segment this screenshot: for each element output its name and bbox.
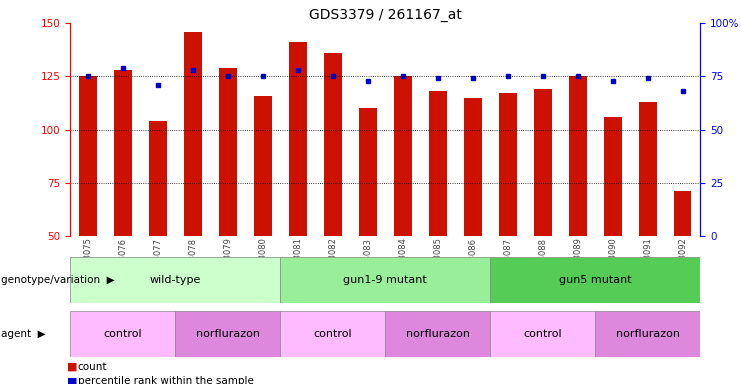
Bar (280, 257, 491, 303)
Bar (499, 93, 516, 236)
Bar (464, 98, 482, 236)
Text: norflurazon: norflurazon (196, 329, 260, 339)
Bar (595, 311, 700, 357)
Text: gun5 mutant: gun5 mutant (559, 275, 631, 285)
Bar (289, 42, 307, 236)
Text: genotype/variation  ▶: genotype/variation ▶ (1, 275, 115, 285)
Text: count: count (78, 362, 107, 372)
Bar (491, 311, 595, 357)
Text: ■: ■ (67, 362, 81, 372)
Text: agent  ▶: agent ▶ (1, 329, 46, 339)
Text: norflurazon: norflurazon (616, 329, 679, 339)
Bar (674, 191, 691, 236)
Bar (70, 311, 176, 357)
Text: gun1-9 mutant: gun1-9 mutant (343, 275, 428, 285)
Text: control: control (523, 329, 562, 339)
Bar (394, 76, 411, 236)
Bar (324, 53, 342, 236)
Text: percentile rank within the sample: percentile rank within the sample (78, 376, 253, 384)
Text: wild-type: wild-type (150, 275, 201, 285)
Bar (70, 257, 280, 303)
Bar (114, 70, 132, 236)
Text: norflurazon: norflurazon (406, 329, 470, 339)
Bar (184, 31, 202, 236)
Bar (254, 96, 272, 236)
Bar (429, 91, 447, 236)
Bar (149, 121, 167, 236)
Bar (639, 102, 657, 236)
Text: ■: ■ (67, 376, 81, 384)
Bar (385, 311, 491, 357)
Text: control: control (104, 329, 142, 339)
Bar (79, 76, 96, 236)
Text: control: control (313, 329, 352, 339)
Bar (569, 76, 587, 236)
Bar (176, 311, 280, 357)
Bar (219, 68, 236, 236)
Title: GDS3379 / 261167_at: GDS3379 / 261167_at (309, 8, 462, 22)
Bar (359, 108, 376, 236)
Bar (604, 117, 622, 236)
Bar (280, 311, 385, 357)
Bar (491, 257, 700, 303)
Bar (534, 89, 551, 236)
